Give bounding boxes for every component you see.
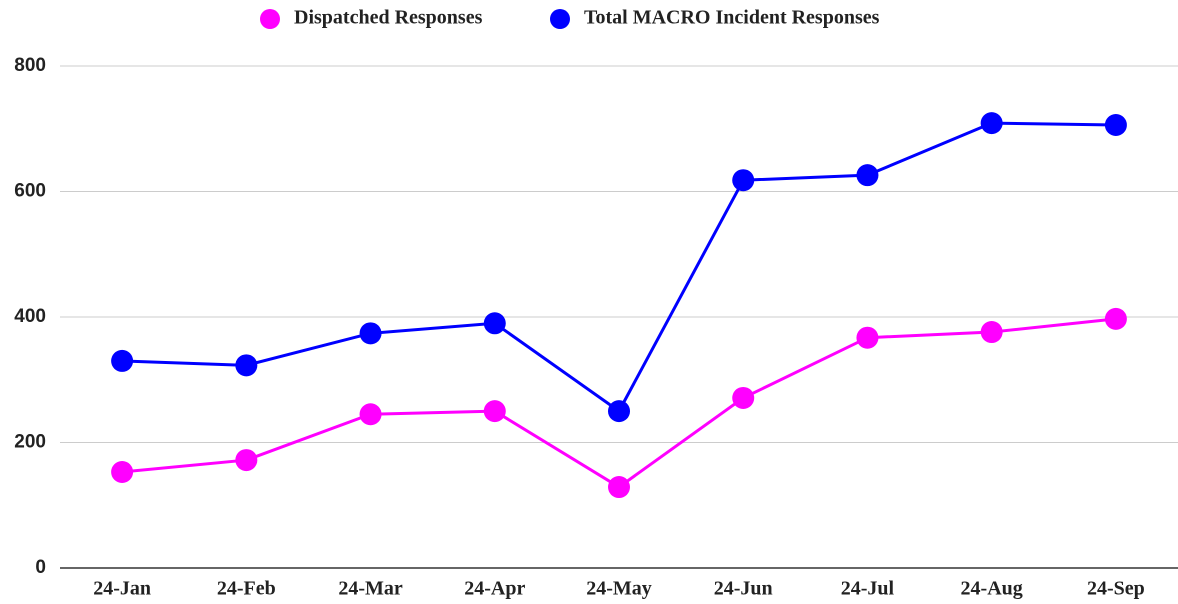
data-point	[111, 460, 134, 483]
y-tick-label: 800	[14, 55, 46, 76]
legend-swatch	[260, 9, 280, 29]
data-point	[1104, 113, 1127, 136]
y-tick-label: 600	[14, 181, 46, 202]
x-tick-label: 24-Feb	[217, 578, 276, 600]
data-point	[732, 169, 755, 192]
data-point	[483, 400, 506, 423]
x-tick-label: 24-Mar	[338, 578, 403, 600]
x-tick-label: 24-May	[586, 578, 652, 600]
data-point	[235, 354, 258, 377]
x-tick-label: 24-Jan	[93, 578, 151, 600]
data-point	[608, 476, 630, 499]
data-point	[483, 312, 506, 335]
data-point	[980, 112, 1003, 135]
data-point	[608, 400, 630, 423]
data-point	[235, 449, 258, 472]
x-tick-label: 24-Apr	[464, 578, 525, 600]
legend-swatch	[550, 9, 570, 29]
data-point	[856, 164, 879, 187]
x-tick-label: 24-Aug	[961, 578, 1023, 600]
data-point	[980, 321, 1003, 344]
y-tick-label: 200	[14, 432, 46, 453]
x-tick-label: 24-Sep	[1087, 578, 1145, 600]
data-point	[359, 322, 382, 345]
x-tick-label: 24-Jun	[714, 578, 773, 600]
y-tick-label: 400	[14, 306, 46, 327]
data-point	[732, 386, 755, 409]
y-tick-label: 0	[35, 557, 46, 578]
data-point	[856, 326, 879, 349]
series-line	[122, 121, 1116, 414]
x-tick-label: 24-Jul	[841, 578, 895, 600]
legend-label: Dispatched Responses	[294, 7, 483, 29]
legend-label: Total MACRO Incident Responses	[584, 7, 880, 29]
data-point	[111, 349, 134, 372]
data-point	[1104, 307, 1127, 330]
data-point	[359, 403, 382, 426]
